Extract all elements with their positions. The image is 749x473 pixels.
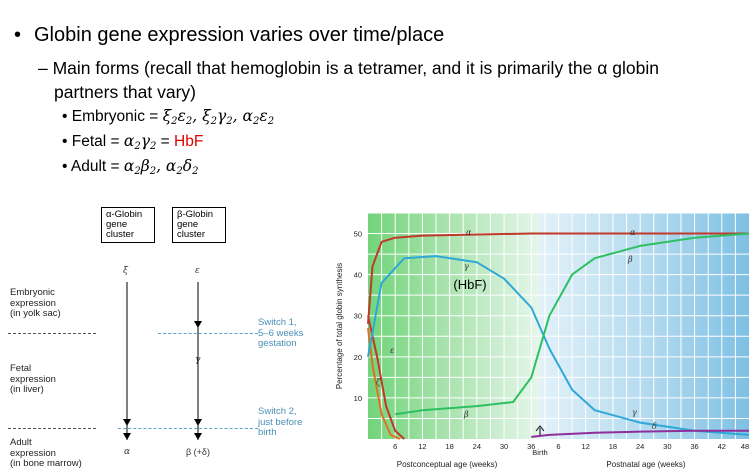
- y-axis-label: Percentage of total globin synthesis: [335, 263, 344, 389]
- x-tick-prenatal: 18: [445, 442, 453, 451]
- switch1-label: Switch 1, 5–6 weeks gestation: [258, 317, 304, 349]
- y-tick-label: 50: [354, 230, 362, 239]
- x-tick-postnatal: 42: [718, 442, 726, 451]
- adult-expression-label: Adult expression (in bone marrow): [10, 437, 82, 469]
- x-axis-label-postnatal: Postnatal age (weeks): [606, 460, 685, 469]
- gamma-label: γ: [195, 355, 201, 365]
- x-tick-prenatal: 36: [527, 442, 535, 451]
- adult-label: Adult =: [70, 158, 124, 175]
- series-line: [531, 429, 749, 438]
- sub-bullet: – Main forms (recall that hemoglobin is …: [38, 56, 738, 104]
- alpha-label: α: [124, 447, 131, 457]
- x-axis-label-prenatal: Postconceptual age (weeks): [397, 460, 498, 469]
- x-tick-postnatal: 6: [556, 442, 560, 451]
- beta-series-label-2: β: [627, 255, 633, 264]
- beta-series-label: β: [463, 410, 469, 419]
- delta-series-label: δ: [652, 422, 657, 431]
- embryonic-bullet: • Embryonic = ξ2ε2, ξ2γ2, α2ε2: [62, 107, 275, 127]
- gamma-series-label-2: γ: [632, 408, 637, 417]
- x-tick-prenatal: 24: [473, 442, 481, 451]
- globin-chart: 10 20 30 40 50 6 12 18 24 30 36 6 12 18 24 30 36 42 48 Per…: [335, 212, 749, 469]
- x-tick-postnatal: 30: [663, 442, 671, 451]
- beta-delta-label: β (+δ): [186, 447, 210, 457]
- fetal-formula: α2γ2: [123, 132, 157, 152]
- sub-bullet-line2: partners that vary): [54, 82, 196, 102]
- adult-bullet: • Adult = α2β2, α2δ2: [62, 157, 199, 177]
- x-tick-postnatal: 36: [690, 442, 698, 451]
- gamma-series-label: γ: [464, 262, 469, 271]
- postnatal-background: [540, 213, 749, 439]
- cluster-arrows: [123, 282, 202, 440]
- main-bullet-text: Globin gene expression varies over time/…: [34, 24, 445, 46]
- x-tick-postnatal: 24: [636, 442, 644, 451]
- fetal-label: Fetal =: [71, 133, 124, 150]
- prenatal-background: [368, 213, 540, 439]
- series-line: [395, 232, 749, 416]
- series-line: [367, 255, 749, 436]
- xi-label: ξ: [123, 266, 128, 276]
- y-tick-label: 30: [354, 312, 362, 321]
- series-line: [367, 327, 401, 440]
- x-tick-prenatal: 12: [418, 442, 426, 451]
- x-tick-postnatal: 12: [582, 442, 590, 451]
- x-tick-prenatal: 30: [500, 442, 508, 451]
- x-tick-postnatal: 18: [609, 442, 617, 451]
- hbf-annotation: (HbF): [453, 277, 486, 292]
- sub-bullet-line1: – Main forms (recall that hemoglobin is …: [38, 58, 659, 78]
- alpha-series-label: α: [466, 228, 472, 237]
- embryonic-label: Embryonic =: [71, 108, 163, 125]
- y-tick-label: 10: [354, 394, 362, 403]
- series-line: [367, 232, 749, 324]
- hbf-label: HbF: [174, 133, 204, 150]
- bullet-dot: •: [14, 24, 22, 46]
- divider-2-left: [8, 428, 96, 429]
- y-tick-label: 40: [354, 271, 362, 280]
- birth-arrow: [535, 425, 545, 435]
- embryonic-expression-label: Embryonic expression (in yolk sac): [10, 287, 61, 319]
- epsilon-series-label: ε: [390, 346, 394, 355]
- alpha-series-label-2: α: [630, 228, 636, 237]
- alpha-cluster-box: α-Globin gene cluster: [101, 207, 155, 243]
- y-tick-label: 20: [354, 353, 362, 362]
- switch2-label: Switch 2, just before birth: [258, 406, 303, 438]
- zeta-series-label: ζ: [376, 378, 381, 387]
- adult-formula: α2β2, α2δ2: [123, 157, 199, 177]
- x-tick-prenatal: 6: [393, 442, 397, 451]
- series-line: [367, 315, 405, 440]
- fetal-bullet: • Fetal = α2γ2 = HbF: [62, 132, 204, 152]
- x-tick-postnatal: 48: [741, 442, 749, 451]
- embryonic-formula: ξ2ε2, ξ2γ2, α2ε2: [162, 107, 275, 127]
- birth-label: Birth: [532, 448, 547, 457]
- switch1-line: [158, 333, 258, 334]
- beta-cluster-box: β-Globin gene cluster: [172, 207, 226, 243]
- fetal-expression-label: Fetal expression (in liver): [10, 363, 56, 395]
- divider-1-left: [8, 333, 96, 334]
- switch2-line: [118, 428, 258, 429]
- epsilon-label: ε: [195, 266, 200, 276]
